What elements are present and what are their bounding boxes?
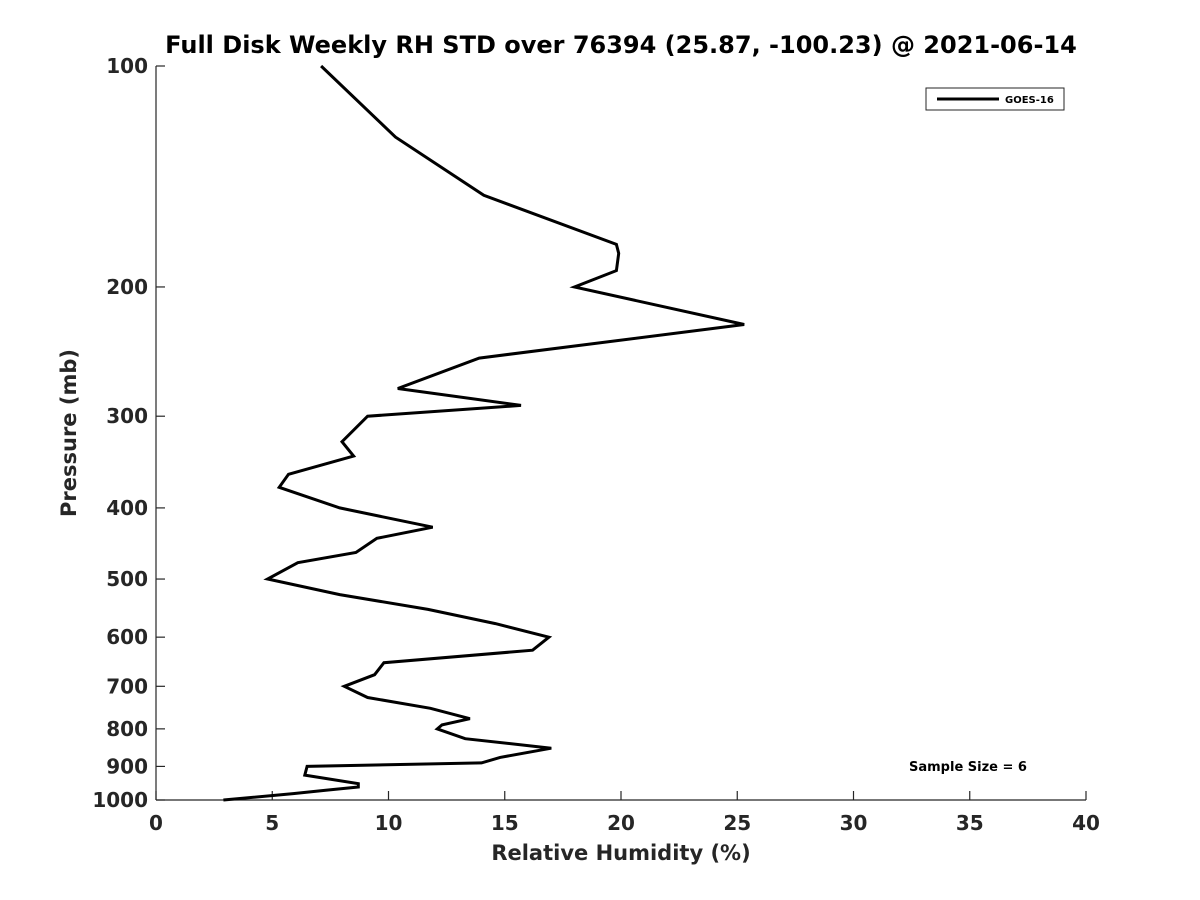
x-tick-label: 10 [375,811,403,835]
y-tick-label: 1000 [92,788,148,812]
y-tick-label: 700 [106,674,148,698]
y-tick-label: 900 [106,754,148,778]
y-axis-ticks: 100 200 300 400 500 600 700 800 900 1000 [92,54,165,812]
y-tick-label: 100 [106,54,148,78]
y-tick-label: 500 [106,567,148,591]
sample-size-annotation: Sample Size = 6 [909,760,1027,775]
y-tick-label: 200 [106,275,148,299]
x-tick-label: 15 [491,811,519,835]
x-tick-label: 5 [265,811,279,835]
x-tick-label: 35 [956,811,984,835]
x-tick-label: 40 [1072,811,1100,835]
series-layer [223,64,745,802]
y-tick-label: 600 [106,625,148,649]
legend: GOES-16 [925,87,1065,111]
y-tick-label: 800 [106,717,148,741]
legend-label-goes16: GOES-16 [1005,95,1054,106]
x-axis-ticks: 0 5 10 15 20 25 30 35 40 [149,791,1100,835]
x-tick-label: 25 [723,811,751,835]
y-tick-label: 400 [106,496,148,520]
x-axis-label: Relative Humidity (%) [491,841,750,865]
series-line-goes-16 [223,64,745,802]
y-tick-label: 300 [106,404,148,428]
plot-area: 0 5 10 15 20 25 30 35 40 100 200 300 400 500 600 700 80… [92,54,1100,835]
x-tick-label: 30 [840,811,868,835]
chart-title: Full Disk Weekly RH STD over 76394 (25.8… [165,31,1077,59]
x-tick-label: 20 [607,811,635,835]
y-axis-label: Pressure (mb) [57,349,81,517]
x-tick-label: 0 [149,811,163,835]
